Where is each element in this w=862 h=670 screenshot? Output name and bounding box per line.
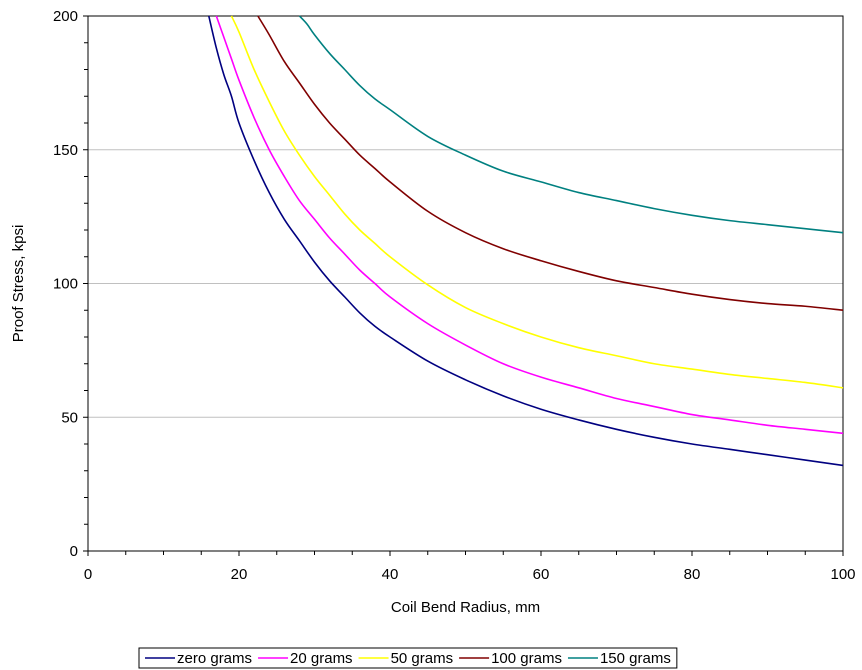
- x-tick-label: 80: [684, 566, 701, 583]
- legend-item-zero-grams: zero grams: [145, 650, 252, 667]
- legend-label: 20 grams: [290, 650, 353, 667]
- series-line-100-grams: [257, 15, 844, 312]
- series-line-zero-grams: [208, 15, 844, 467]
- legend-item-100-grams: 100 grams: [459, 650, 562, 667]
- gridlines: [88, 149, 843, 418]
- legend-box: [138, 647, 678, 669]
- y-tick-label: 0: [70, 543, 78, 560]
- x-tick-label: 0: [84, 566, 92, 583]
- legend-label: 50 grams: [391, 650, 454, 667]
- y-tick-label: 50: [61, 409, 78, 426]
- legend-items: zero grams 20 grams 50 grams 100 grams 150 g…: [145, 650, 671, 667]
- legend-item-150-grams: 150 grams: [567, 650, 671, 667]
- y-axis-title: Proof Stress, kpsi: [10, 225, 27, 343]
- legend-label: zero grams: [177, 650, 252, 667]
- x-axis-title: Coil Bend Radius, mm: [391, 599, 540, 616]
- y-tick-label: 200: [53, 8, 78, 25]
- series-line-20-grams: [215, 15, 844, 435]
- legend-label: 150 grams: [600, 650, 671, 667]
- legend-item-50-grams: 50 grams: [358, 650, 454, 667]
- legend-item-20-grams: 20 grams: [258, 650, 353, 667]
- x-tick-label: 100: [830, 566, 855, 583]
- series-line-150-grams: [298, 15, 844, 234]
- axes: [83, 15, 844, 556]
- tick-labels: 0 20 40 60 80 100 0 50 100 150 200: [53, 8, 856, 583]
- legend: zero grams 20 grams 50 grams 100 grams 150 g…: [138, 647, 678, 669]
- legend-label: 100 grams: [491, 650, 562, 667]
- y-tick-label: 150: [53, 142, 78, 159]
- x-tick-label: 20: [231, 566, 248, 583]
- series-lines: [208, 15, 844, 467]
- x-tick-label: 60: [533, 566, 550, 583]
- series-line-50-grams: [230, 15, 844, 389]
- x-tick-label: 40: [382, 566, 399, 583]
- y-tick-label: 100: [53, 276, 78, 293]
